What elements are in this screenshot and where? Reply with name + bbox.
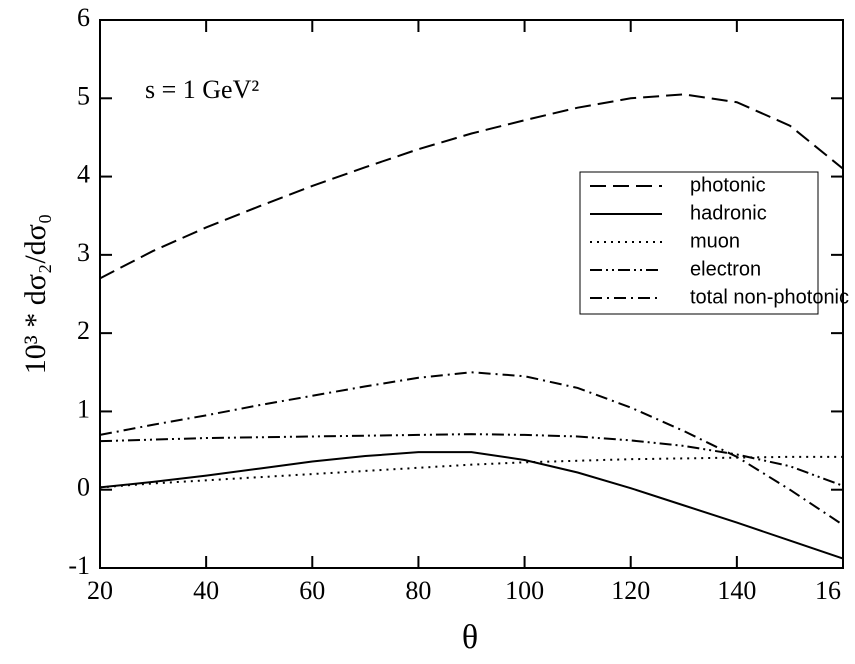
y-tick-label: 4: [77, 160, 90, 189]
x-tick-label: 20: [87, 576, 113, 605]
x-tick-label: 100: [505, 576, 544, 605]
data-line: [99, 455, 843, 489]
y-tick-label: 0: [77, 473, 90, 502]
y-axis-label: 10³ * dσ₂/dσ₀: [19, 214, 52, 375]
legend-label: total non-photonic: [690, 286, 849, 308]
x-tick-label: 80: [405, 576, 431, 605]
x-tick-label: 40: [193, 576, 219, 605]
x-axis-label: θ: [462, 619, 478, 656]
x-tick-label: 16: [815, 576, 841, 605]
annotation: s = 1 GeV²: [145, 75, 259, 104]
legend-label: hadronic: [690, 202, 767, 224]
x-tick-label: 140: [717, 576, 756, 605]
legend-label: electron: [690, 258, 761, 280]
x-tick-label: 60: [299, 576, 325, 605]
data-line: [99, 433, 844, 487]
y-tick-label: 2: [77, 316, 90, 345]
data-line: [99, 93, 844, 280]
data-line: [99, 371, 844, 526]
plot-frame: [99, 19, 844, 569]
legend-label: photonic: [690, 174, 766, 196]
y-tick-label: 5: [77, 81, 90, 110]
y-tick-label: 3: [77, 238, 90, 267]
data-line: [99, 451, 844, 560]
x-tick-label: 120: [611, 576, 650, 605]
y-tick-label: 6: [77, 3, 90, 32]
y-tick-label: 1: [77, 394, 90, 423]
y-tick-label: -1: [68, 551, 90, 580]
legend-label: muon: [690, 230, 740, 252]
